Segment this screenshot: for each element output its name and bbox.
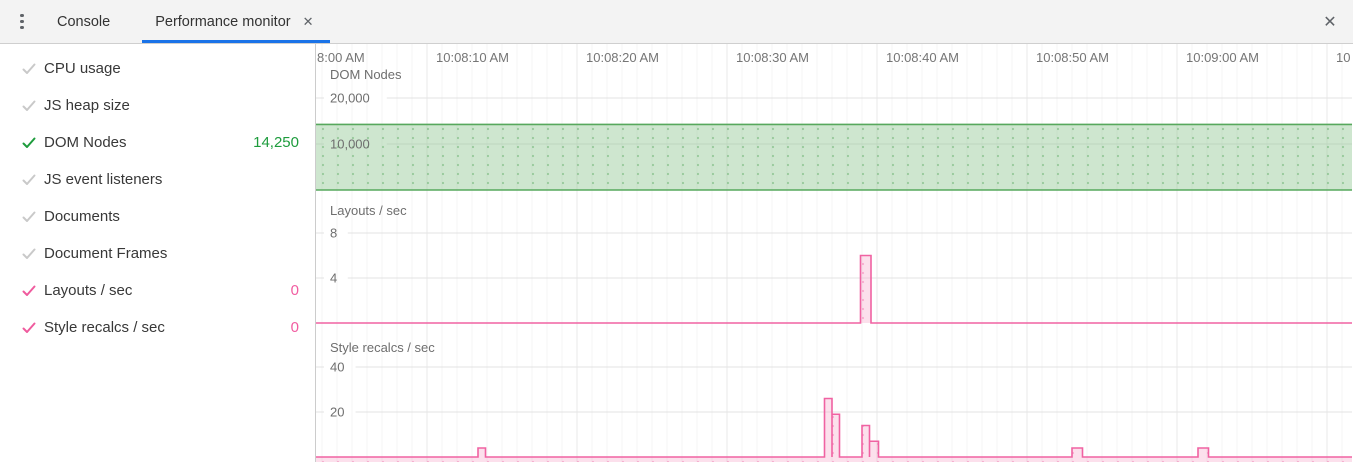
sidebar-item-js-event-listeners[interactable]: JS event listeners <box>0 161 315 198</box>
check-icon <box>22 63 36 74</box>
svg-text:20,000: 20,000 <box>330 91 370 106</box>
metric-label: Layouts / sec <box>44 282 133 299</box>
sidebar-item-layouts-per-sec[interactable]: Layouts / sec 0 <box>0 272 315 309</box>
svg-text:Style recalcs / sec: Style recalcs / sec <box>330 340 435 355</box>
metric-label: Style recalcs / sec <box>44 319 165 336</box>
sidebar-item-style-recalcs-per-sec[interactable]: Style recalcs / sec 0 <box>0 309 315 346</box>
svg-text:10:08:50 AM: 10:08:50 AM <box>1036 50 1109 65</box>
svg-text:10: 10 <box>1336 50 1350 65</box>
svg-text:8: 8 <box>330 226 337 241</box>
svg-text:10:08:40 AM: 10:08:40 AM <box>886 50 959 65</box>
tab-performance-monitor[interactable]: Performance monitor ✕ <box>142 0 329 43</box>
sidebar-item-documents[interactable]: Documents <box>0 198 315 235</box>
devtools-close-icon[interactable]: ✕ <box>1323 13 1337 31</box>
check-icon <box>22 285 36 296</box>
check-icon <box>22 211 36 222</box>
check-icon <box>22 322 36 333</box>
kebab-dot <box>20 25 24 30</box>
metric-value: 0 <box>290 319 299 336</box>
sidebar-item-js-heap-size[interactable]: JS heap size <box>0 87 315 124</box>
sidebar-item-cpu-usage[interactable]: CPU usage <box>0 50 315 87</box>
metric-value: 0 <box>290 282 299 299</box>
sidebar-item-dom-nodes[interactable]: DOM Nodes 14,250 <box>0 124 315 161</box>
metric-label: DOM Nodes <box>44 134 127 151</box>
check-icon <box>22 100 36 111</box>
check-icon <box>22 174 36 185</box>
metric-label: CPU usage <box>44 60 121 77</box>
tab-performance-monitor-label: Performance monitor <box>155 13 291 30</box>
metrics-sidebar: CPU usage JS heap size DOM Nodes 14,250 … <box>0 44 316 462</box>
main-content: CPU usage JS heap size DOM Nodes 14,250 … <box>0 44 1353 462</box>
svg-text:40: 40 <box>330 360 344 375</box>
kebab-dot <box>20 19 24 24</box>
svg-text:20: 20 <box>330 405 344 420</box>
check-icon <box>22 137 36 148</box>
sidebar-item-document-frames[interactable]: Document Frames <box>0 235 315 272</box>
svg-text:Layouts / sec: Layouts / sec <box>330 203 407 218</box>
svg-text:10:08:20 AM: 10:08:20 AM <box>586 50 659 65</box>
tab-console[interactable]: Console <box>44 0 123 43</box>
metric-value: 14,250 <box>253 134 299 151</box>
metric-label: JS heap size <box>44 97 130 114</box>
metric-label: Document Frames <box>44 245 168 262</box>
svg-text:10:09:00 AM: 10:09:00 AM <box>1186 50 1259 65</box>
svg-text:10,000: 10,000 <box>330 137 370 152</box>
svg-text:4: 4 <box>330 271 337 286</box>
charts-panel: 8:00 AM 10:08:10 AM 10:08:20 AM 10:08:30 AM… <box>316 44 1353 462</box>
tab-console-label: Console <box>57 13 111 30</box>
svg-text:DOM Nodes: DOM Nodes <box>330 67 402 82</box>
svg-text:8:00 AM: 8:00 AM <box>317 50 365 65</box>
metric-label: Documents <box>44 208 120 225</box>
tab-close-icon[interactable]: ✕ <box>302 14 314 29</box>
svg-text:10:08:30 AM: 10:08:30 AM <box>736 50 809 65</box>
svg-text:10:08:10 AM: 10:08:10 AM <box>436 50 509 65</box>
devtools-toolbar: Console Performance monitor ✕ ✕ <box>0 0 1353 44</box>
metrics-chart: 8:00 AM 10:08:10 AM 10:08:20 AM 10:08:30 AM… <box>316 44 1352 462</box>
metric-label: JS event listeners <box>44 171 163 188</box>
kebab-menu-icon[interactable] <box>0 0 44 43</box>
kebab-dot <box>20 13 24 18</box>
check-icon <box>22 248 36 259</box>
